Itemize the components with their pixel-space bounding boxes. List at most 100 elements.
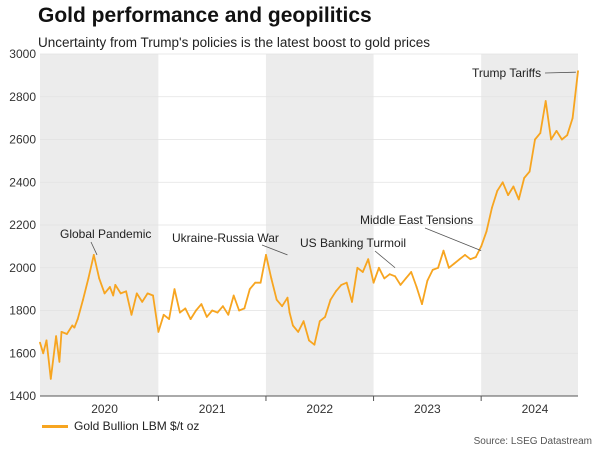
data-point: [378, 266, 380, 269]
data-point: [474, 256, 477, 258]
annotation-label-2: US Banking Turmoil: [300, 236, 406, 250]
data-point: [528, 170, 531, 173]
annotation-leader-3: [424, 227, 482, 252]
data-point: [109, 286, 111, 288]
data-point: [458, 258, 461, 261]
data-point: [292, 324, 294, 327]
data-point: [49, 378, 52, 380]
data-point: [399, 284, 402, 286]
data-point: [464, 254, 466, 256]
data-point: [566, 134, 569, 137]
data-point: [216, 311, 219, 314]
data-point: [539, 132, 542, 135]
data-point: [259, 281, 262, 284]
y-tick-label-3000: 3000: [9, 47, 36, 61]
data-point: [227, 313, 230, 316]
data-point: [205, 316, 208, 318]
data-point: [270, 277, 273, 280]
data-point: [238, 309, 241, 312]
data-point: [421, 303, 423, 305]
data-point: [288, 311, 291, 314]
x-tick-label-2023: 2023: [414, 402, 441, 416]
data-point: [555, 130, 558, 132]
data-point: [211, 309, 214, 312]
y-tick-label-2800: 2800: [9, 90, 36, 104]
y-tick-label-1800: 1800: [9, 304, 36, 318]
data-point: [415, 286, 418, 288]
data-point: [275, 298, 278, 301]
x-tick-label-2020: 2020: [91, 402, 118, 416]
legend-line-swatch: [42, 424, 68, 428]
data-point: [550, 138, 552, 141]
data-point: [372, 281, 375, 284]
data-point: [135, 292, 138, 295]
legend: Gold Bullion LBM $/t oz: [42, 419, 199, 433]
data-point: [66, 333, 68, 335]
data-point: [329, 298, 332, 301]
data-point: [561, 138, 563, 141]
annotation-label-0: Global Pandemic: [60, 227, 151, 241]
data-point: [356, 266, 359, 269]
data-point: [544, 100, 547, 102]
chart-title: Gold performance and geopilitics: [38, 4, 372, 27]
data-point: [45, 339, 48, 342]
annotation-leader-2: [374, 250, 396, 269]
y-tick-label-2600: 2600: [9, 133, 36, 147]
data-point: [114, 284, 117, 286]
y-tick-label-1600: 1600: [9, 346, 36, 360]
data-point: [281, 305, 283, 308]
annotation-label-3: Middle East Tensions: [360, 213, 473, 227]
data-point: [243, 307, 246, 310]
annotation-label-4: Trump Tariffs: [472, 66, 541, 80]
data-point: [200, 303, 203, 305]
data-point: [152, 294, 154, 297]
data-point: [313, 343, 316, 346]
data-point: [286, 296, 289, 299]
data-point: [76, 318, 79, 320]
annotation-leader-1: [261, 244, 288, 256]
data-point: [42, 352, 45, 355]
data-point: [388, 273, 391, 276]
data-point: [98, 277, 101, 280]
data-point: [146, 292, 149, 295]
legend-label: Gold Bullion LBM $/t oz: [74, 419, 200, 433]
data-point: [248, 288, 251, 290]
data-point: [92, 254, 95, 256]
data-point: [184, 307, 187, 310]
data-point: [426, 279, 429, 282]
data-point: [73, 326, 76, 329]
data-point: [453, 262, 456, 265]
chart-subtitle: Uncertainty from Trump's policies is the…: [38, 35, 430, 50]
data-point: [480, 245, 483, 248]
y-tick-label-2200: 2200: [9, 218, 36, 232]
data-point: [431, 269, 434, 271]
data-point: [351, 301, 353, 303]
data-point: [162, 313, 165, 316]
series-line-gold: [39, 70, 579, 380]
data-point: [302, 320, 305, 323]
data-point: [141, 301, 144, 303]
x-tick-label-2024: 2024: [522, 402, 549, 416]
data-point: [60, 331, 63, 333]
data-point: [112, 294, 115, 297]
data-point: [345, 281, 348, 284]
y-tick-label-2400: 2400: [9, 175, 36, 189]
data-point: [254, 281, 257, 284]
data-point: [125, 290, 127, 293]
data-point: [265, 254, 267, 256]
data-point: [394, 275, 396, 278]
data-point: [404, 277, 407, 280]
data-point: [324, 316, 326, 318]
data-point: [507, 194, 509, 197]
data-point: [232, 294, 235, 297]
source-note: Source: LSEG Datastream: [473, 436, 592, 447]
data-point: [512, 185, 515, 188]
data-point: [195, 309, 197, 312]
annotation-leader-0: [90, 241, 98, 256]
data-point: [496, 189, 499, 192]
data-point: [119, 292, 122, 295]
data-point: [448, 266, 450, 269]
data-point: [335, 290, 337, 293]
data-point: [523, 177, 526, 179]
